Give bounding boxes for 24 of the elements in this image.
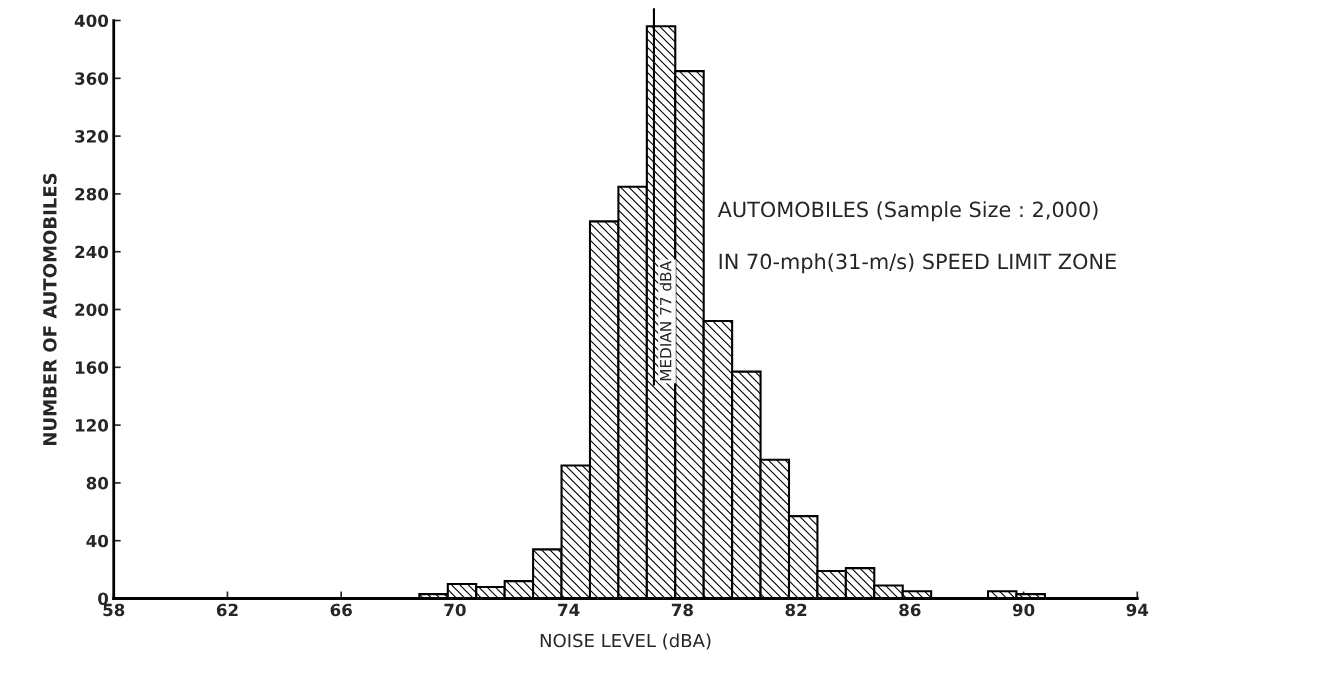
x-tick-label: 70	[444, 603, 466, 617]
x-tick-label: 90	[1012, 603, 1035, 617]
x-tick-label: 78	[671, 603, 693, 617]
y-tick-label: 120	[75, 419, 109, 432]
x-tick-label: 86	[899, 603, 921, 617]
y-tick-label: 320	[75, 130, 109, 143]
y-tick-label: 200	[75, 303, 109, 317]
annotation: IN 70-mph(31-m/s) SPEED LIMIT ZONE	[719, 253, 1116, 274]
y-tick-label: 80	[86, 476, 109, 490]
x-tick-label: 62	[216, 603, 238, 617]
y-tick-label: 40	[86, 534, 109, 548]
annotation: AUTOMOBILES (Sample Size : 2,000)	[717, 201, 1098, 222]
y-tick-label: 400	[74, 14, 109, 28]
x-tick-label: 94	[1126, 603, 1149, 617]
x-tick-label: 66	[330, 603, 352, 617]
x-tick-label: 82	[785, 603, 807, 617]
y-axis-title: NUMBER OF AUTOMOBILES	[43, 173, 57, 446]
ref-line-label: MEDIAN 77 dBA	[659, 261, 672, 381]
y-tick-label: 280	[75, 187, 109, 201]
y-tick-label: 360	[75, 72, 109, 85]
x-axis-title: NOISE LEVEL (dBA)	[540, 633, 711, 650]
x-tick-label: 74	[558, 603, 580, 617]
y-tick-label: 160	[75, 361, 109, 374]
y-tick-label: 240	[75, 245, 109, 259]
